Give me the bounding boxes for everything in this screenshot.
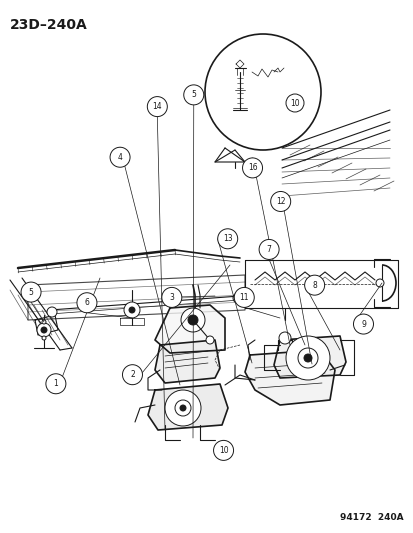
Circle shape	[165, 390, 201, 426]
Text: 5: 5	[28, 288, 33, 296]
Circle shape	[188, 315, 197, 325]
Circle shape	[42, 320, 46, 324]
Circle shape	[129, 307, 135, 313]
Circle shape	[161, 287, 181, 308]
Circle shape	[21, 282, 41, 302]
Text: 5: 5	[191, 91, 196, 99]
Circle shape	[375, 279, 383, 287]
Text: 2: 2	[130, 370, 135, 379]
Text: 6: 6	[84, 298, 89, 307]
Polygon shape	[154, 340, 219, 383]
Text: 23D–240A: 23D–240A	[10, 18, 88, 32]
Text: 8: 8	[311, 281, 316, 289]
Circle shape	[304, 275, 324, 295]
Circle shape	[217, 229, 237, 249]
Circle shape	[77, 293, 97, 313]
Circle shape	[270, 191, 290, 212]
Circle shape	[110, 147, 130, 167]
Circle shape	[213, 440, 233, 461]
Circle shape	[204, 34, 320, 150]
Circle shape	[180, 308, 204, 332]
Circle shape	[124, 302, 140, 318]
Polygon shape	[244, 350, 334, 405]
Text: 7: 7	[266, 245, 271, 254]
Polygon shape	[273, 336, 345, 378]
Circle shape	[122, 365, 142, 385]
Circle shape	[175, 400, 190, 416]
Circle shape	[47, 307, 57, 317]
Circle shape	[46, 374, 66, 394]
Circle shape	[180, 405, 185, 411]
Circle shape	[285, 336, 329, 380]
Circle shape	[353, 314, 373, 334]
Circle shape	[303, 354, 311, 362]
Circle shape	[242, 158, 262, 178]
Text: 12: 12	[275, 197, 285, 206]
Text: 16: 16	[247, 164, 257, 172]
Circle shape	[233, 293, 242, 303]
Circle shape	[297, 348, 317, 368]
Text: 10: 10	[290, 99, 299, 108]
Circle shape	[183, 85, 203, 105]
Polygon shape	[154, 305, 224, 353]
Text: 3: 3	[169, 293, 174, 302]
Text: 14: 14	[152, 102, 162, 111]
Text: 9: 9	[360, 320, 365, 328]
Text: 11: 11	[239, 293, 248, 302]
Circle shape	[42, 336, 46, 340]
Circle shape	[206, 336, 214, 344]
Text: 1: 1	[53, 379, 58, 388]
Circle shape	[37, 323, 51, 337]
Circle shape	[234, 287, 254, 308]
Polygon shape	[147, 384, 228, 430]
Polygon shape	[214, 148, 244, 162]
Text: 13: 13	[222, 235, 232, 243]
Text: 4: 4	[117, 153, 122, 161]
Text: 10: 10	[218, 446, 228, 455]
Text: 94172  240A: 94172 240A	[339, 513, 403, 522]
Circle shape	[278, 332, 290, 344]
Circle shape	[259, 239, 278, 260]
Circle shape	[41, 327, 47, 333]
Circle shape	[147, 96, 167, 117]
Circle shape	[285, 94, 303, 112]
